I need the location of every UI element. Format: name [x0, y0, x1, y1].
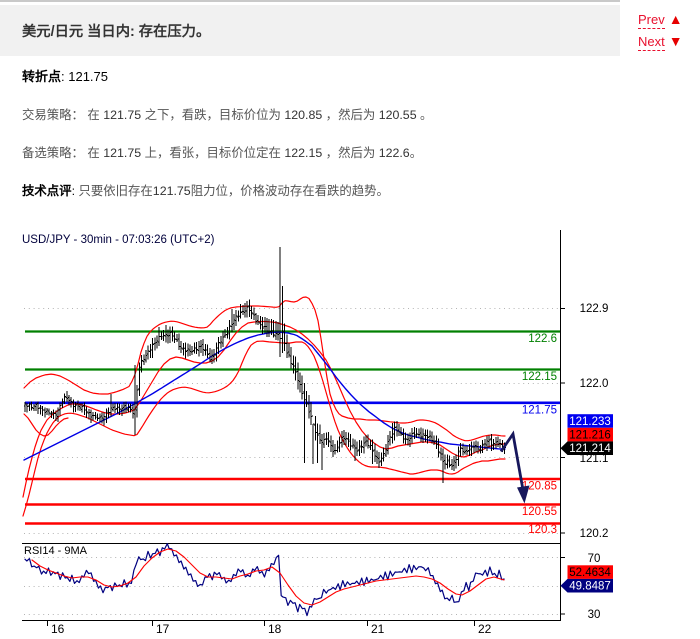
svg-text:70: 70	[588, 553, 601, 565]
svg-text:122.0: 122.0	[580, 378, 609, 390]
svg-text:120.85: 120.85	[522, 481, 557, 493]
svg-text:122.9: 122.9	[580, 303, 609, 315]
svg-text:21: 21	[371, 622, 385, 636]
svg-text:49.8487: 49.8487	[569, 581, 611, 593]
svg-text:30: 30	[588, 609, 601, 621]
svg-text:122.6: 122.6	[528, 333, 557, 345]
svg-text:121.1: 121.1	[580, 453, 609, 465]
svg-text:120.55: 120.55	[522, 506, 557, 518]
svg-text:122.15: 122.15	[522, 371, 557, 383]
svg-text:120.3: 120.3	[528, 524, 557, 536]
svg-text:16: 16	[51, 622, 65, 636]
svg-text:USD/JPY - 30min - 07:03:26 (UT: USD/JPY - 30min - 07:03:26 (UTC+2)	[22, 234, 215, 246]
svg-text:121.233: 121.233	[569, 416, 611, 428]
svg-text:121.214: 121.214	[569, 443, 611, 455]
svg-text:120.2: 120.2	[580, 528, 609, 540]
svg-text:121.216: 121.216	[569, 429, 611, 441]
svg-text:121.75: 121.75	[522, 405, 557, 417]
svg-text:18: 18	[268, 622, 282, 636]
svg-text:17: 17	[156, 622, 170, 636]
svg-text:22: 22	[478, 622, 492, 636]
svg-text:RSI14 - 9MA: RSI14 - 9MA	[24, 545, 88, 557]
svg-text:52.4634: 52.4634	[569, 567, 611, 579]
